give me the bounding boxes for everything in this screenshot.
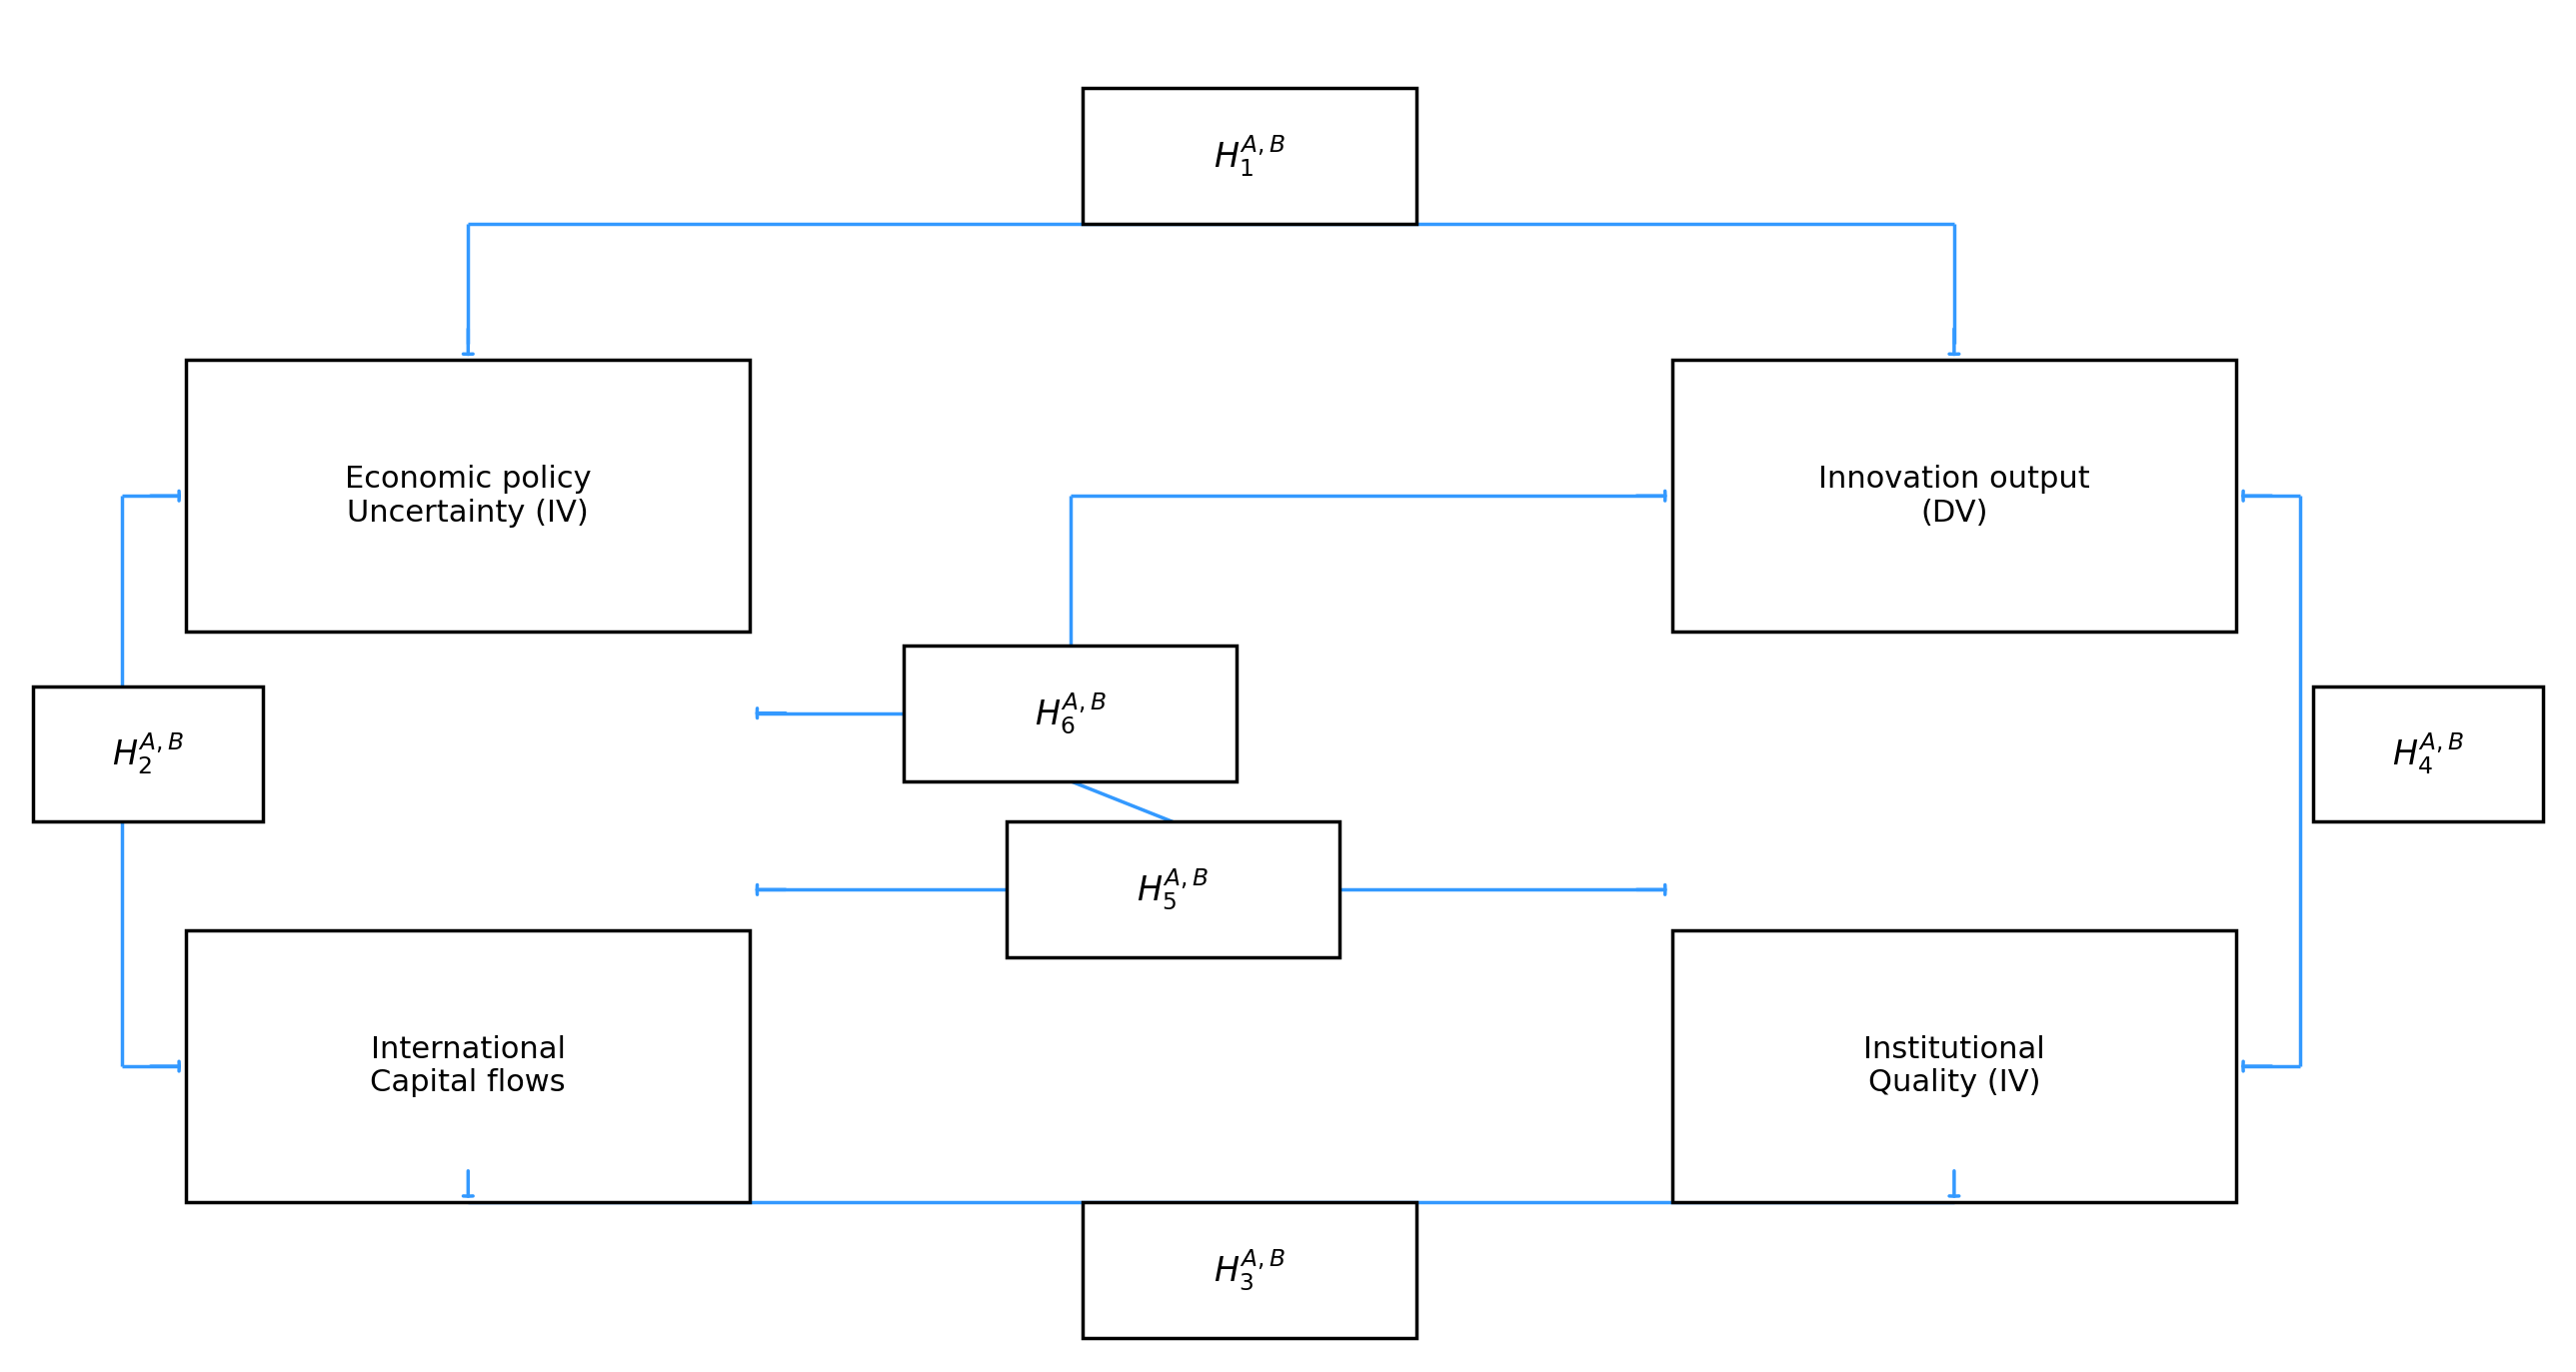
FancyBboxPatch shape [1672,930,2236,1202]
FancyBboxPatch shape [1007,822,1340,958]
Text: $H_3^{A,B}$: $H_3^{A,B}$ [1213,1247,1285,1292]
FancyBboxPatch shape [1082,1202,1417,1338]
Text: $H_5^{A,B}$: $H_5^{A,B}$ [1136,867,1208,912]
Text: $H_2^{A,B}$: $H_2^{A,B}$ [111,731,183,777]
FancyBboxPatch shape [185,359,750,631]
FancyBboxPatch shape [1082,88,1417,224]
Text: $H_1^{A,B}$: $H_1^{A,B}$ [1213,133,1285,180]
FancyBboxPatch shape [904,645,1236,781]
Text: Economic policy
Uncertainty (IV): Economic policy Uncertainty (IV) [345,465,592,527]
Text: $H_4^{A,B}$: $H_4^{A,B}$ [2393,731,2465,777]
Text: Innovation output
(DV): Innovation output (DV) [1819,465,2089,527]
FancyBboxPatch shape [1672,359,2236,631]
FancyBboxPatch shape [185,930,750,1202]
Text: Institutional
Quality (IV): Institutional Quality (IV) [1862,1034,2045,1098]
Text: International
Capital flows: International Capital flows [371,1034,567,1098]
FancyBboxPatch shape [2313,686,2543,822]
Text: $H_6^{A,B}$: $H_6^{A,B}$ [1033,690,1105,737]
FancyBboxPatch shape [33,686,263,822]
